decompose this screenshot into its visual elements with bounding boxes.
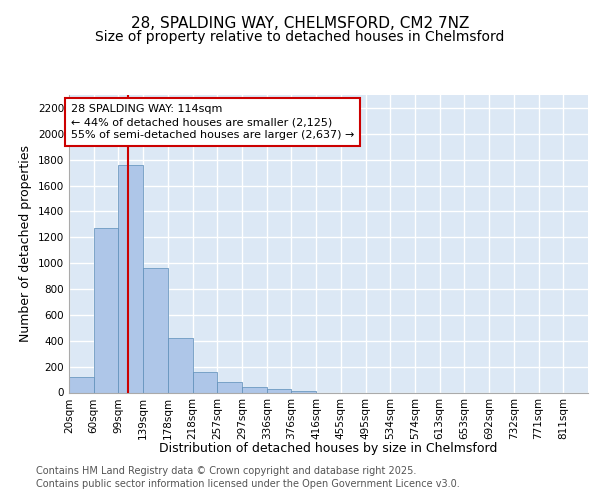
- Bar: [217, 382, 242, 392]
- Y-axis label: Number of detached properties: Number of detached properties: [19, 145, 32, 342]
- Bar: [143, 268, 168, 392]
- Text: Contains HM Land Registry data © Crown copyright and database right 2025.: Contains HM Land Registry data © Crown c…: [36, 466, 416, 476]
- Bar: [94, 228, 118, 392]
- Text: 28, SPALDING WAY, CHELMSFORD, CM2 7NZ: 28, SPALDING WAY, CHELMSFORD, CM2 7NZ: [131, 16, 469, 31]
- Bar: [69, 377, 94, 392]
- Text: Size of property relative to detached houses in Chelmsford: Size of property relative to detached ho…: [95, 30, 505, 44]
- Text: Contains public sector information licensed under the Open Government Licence v3: Contains public sector information licen…: [36, 479, 460, 489]
- Bar: [292, 391, 316, 392]
- X-axis label: Distribution of detached houses by size in Chelmsford: Distribution of detached houses by size …: [160, 442, 497, 456]
- Text: 28 SPALDING WAY: 114sqm
← 44% of detached houses are smaller (2,125)
55% of semi: 28 SPALDING WAY: 114sqm ← 44% of detache…: [71, 104, 355, 141]
- Bar: [193, 372, 217, 392]
- Bar: [118, 165, 143, 392]
- Bar: [168, 338, 193, 392]
- Bar: [242, 388, 267, 392]
- Bar: [267, 390, 292, 392]
